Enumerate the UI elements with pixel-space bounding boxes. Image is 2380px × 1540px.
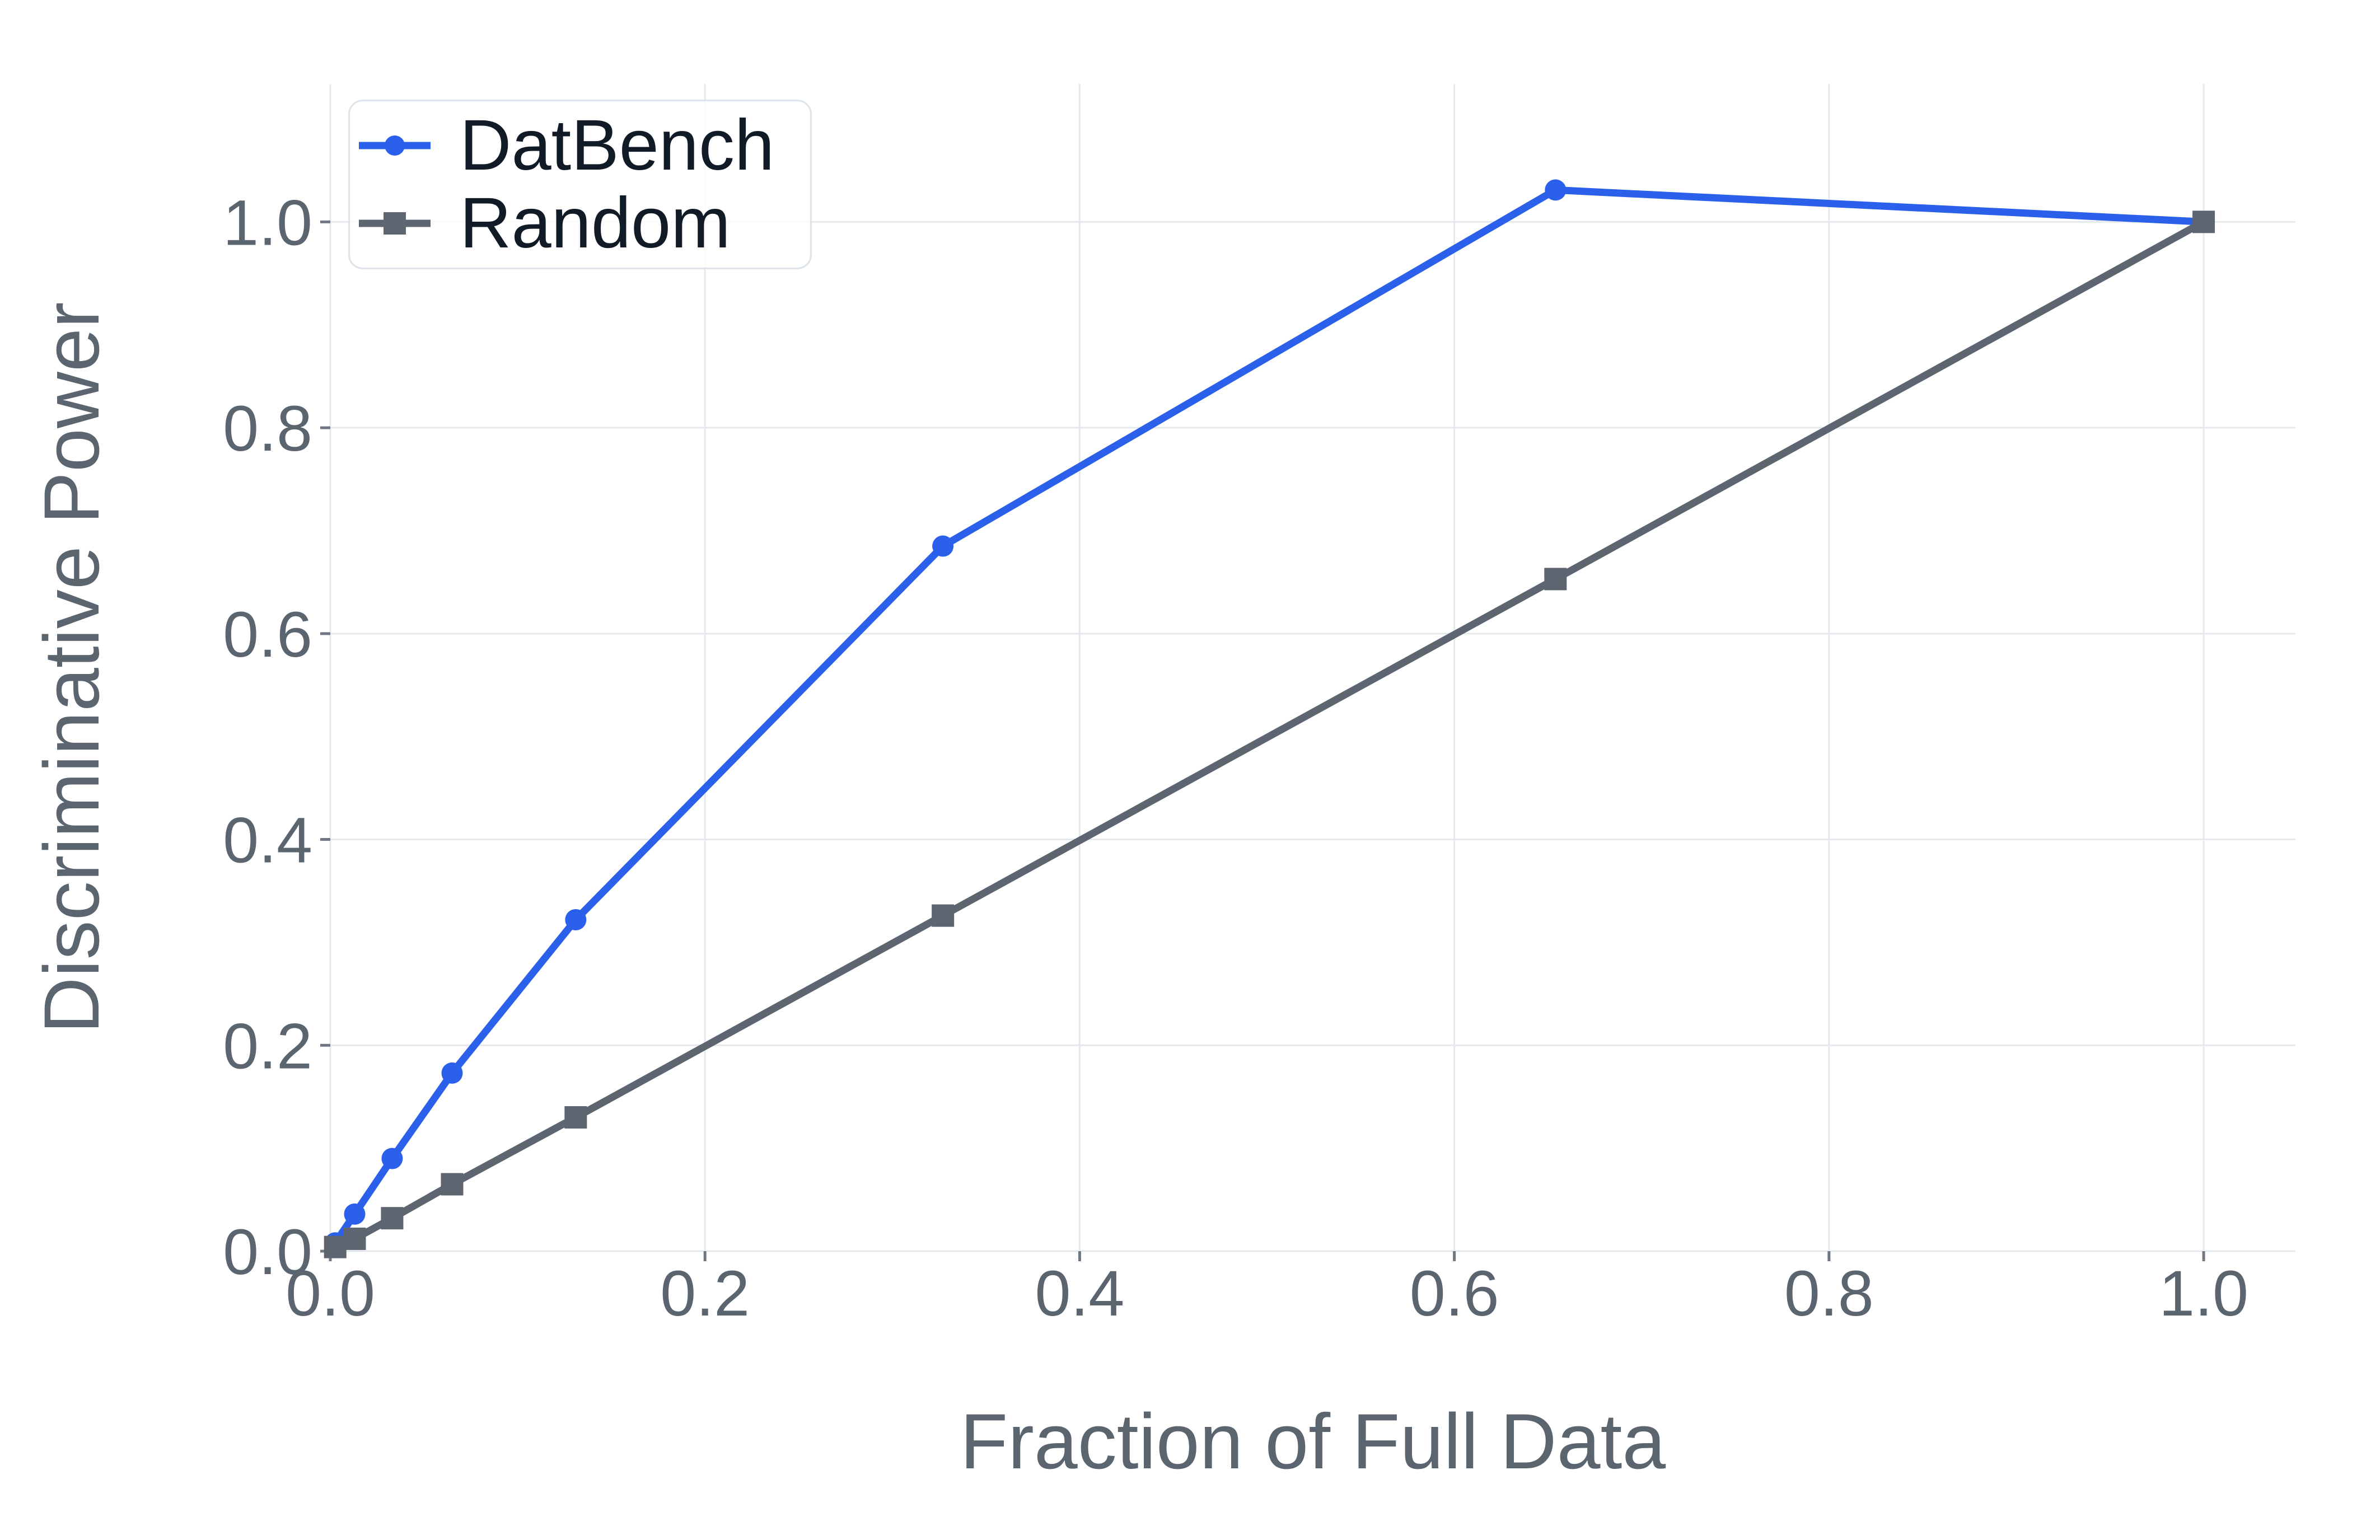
y-tick-label: 0.6 — [223, 599, 312, 671]
x-tick-label: 0.0 — [286, 1258, 375, 1330]
y-tick-label: 0.4 — [223, 805, 312, 877]
legend-item-datbench: DatBench — [358, 107, 802, 184]
legend-item-random: Random — [358, 185, 802, 261]
y-axis-title: Discriminative Power — [27, 302, 115, 1034]
datbench-marker — [932, 535, 954, 557]
datbench-marker — [381, 1148, 403, 1169]
datbench-marker — [441, 1062, 463, 1084]
datbench-line-circle-icon — [359, 135, 431, 156]
random-marker — [932, 904, 955, 927]
datbench-line — [331, 186, 2208, 1247]
random-marker — [324, 1235, 347, 1258]
x-tick-label: 0.8 — [1784, 1258, 1874, 1330]
random-marker — [381, 1207, 404, 1230]
y-tick-label: 0.0 — [223, 1216, 312, 1288]
x-tick-label: 0.6 — [1410, 1258, 1499, 1330]
random-line-square-icon — [359, 212, 431, 235]
datbench-marker — [565, 909, 587, 930]
y-tick-label: 0.8 — [223, 393, 312, 465]
datbench-marker — [1545, 179, 1567, 201]
random-marker — [343, 1227, 366, 1250]
random-line — [331, 218, 2208, 1251]
y-tick-label: 1.0 — [223, 187, 312, 259]
x-tick-label: 1.0 — [2159, 1258, 2248, 1330]
y-tick-label: 0.2 — [223, 1010, 312, 1082]
random-marker — [441, 1173, 464, 1196]
random-marker — [2192, 210, 2215, 233]
datbench-marker — [344, 1203, 366, 1225]
x-axis-title: Fraction of Full Data — [960, 1397, 1666, 1485]
random-marker — [1544, 568, 1567, 591]
legend: DatBench Random — [348, 100, 812, 269]
random-marker — [564, 1106, 587, 1129]
x-tick-label: 0.4 — [1035, 1258, 1124, 1330]
legend-label-datbench: DatBench — [460, 105, 775, 186]
legend-label-random: Random — [460, 182, 731, 263]
x-tick-label: 0.2 — [660, 1258, 750, 1330]
